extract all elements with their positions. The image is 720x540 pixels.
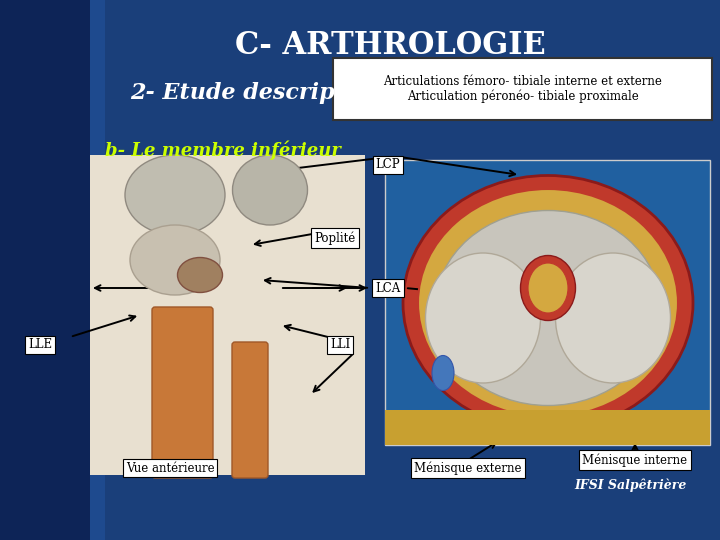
- Ellipse shape: [426, 253, 541, 383]
- Ellipse shape: [528, 263, 568, 313]
- Ellipse shape: [130, 225, 220, 295]
- Bar: [385, 160, 710, 445]
- Text: LCA: LCA: [375, 281, 400, 294]
- Ellipse shape: [125, 155, 225, 235]
- FancyBboxPatch shape: [333, 58, 712, 120]
- Bar: [385, 410, 710, 445]
- Text: C- ARTHROLOGIE: C- ARTHROLOGIE: [235, 30, 545, 61]
- Text: b- Le membre inférieur: b- Le membre inférieur: [105, 140, 341, 159]
- Ellipse shape: [418, 189, 678, 417]
- Text: LLI: LLI: [330, 339, 350, 352]
- Text: Ménisque interne: Ménisque interne: [582, 453, 688, 467]
- Ellipse shape: [432, 355, 454, 390]
- Text: Vue antérieure: Vue antérieure: [126, 462, 215, 475]
- Bar: [90, 155, 365, 475]
- Text: LLE: LLE: [28, 339, 52, 352]
- Text: Ménisque externe: Ménisque externe: [414, 461, 522, 475]
- FancyBboxPatch shape: [232, 342, 268, 478]
- Text: LCP: LCP: [376, 159, 400, 172]
- Ellipse shape: [178, 258, 222, 293]
- Text: Poplité: Poplité: [315, 231, 356, 245]
- FancyBboxPatch shape: [152, 307, 213, 478]
- Ellipse shape: [233, 155, 307, 225]
- Text: IFSI Salpêtrière: IFSI Salpêtrière: [574, 478, 686, 492]
- Text: Articulations fémoro- tibiale interne et externe
Articulation péronéo- tibiale p: Articulations fémoro- tibiale interne et…: [383, 75, 662, 103]
- Ellipse shape: [556, 253, 670, 383]
- Ellipse shape: [403, 176, 693, 430]
- Bar: [0, 0, 90, 540]
- Text: 2- Etude descriptive: 2- Etude descriptive: [130, 82, 380, 104]
- Bar: [90, 0, 105, 540]
- Ellipse shape: [436, 211, 660, 406]
- Ellipse shape: [521, 255, 575, 321]
